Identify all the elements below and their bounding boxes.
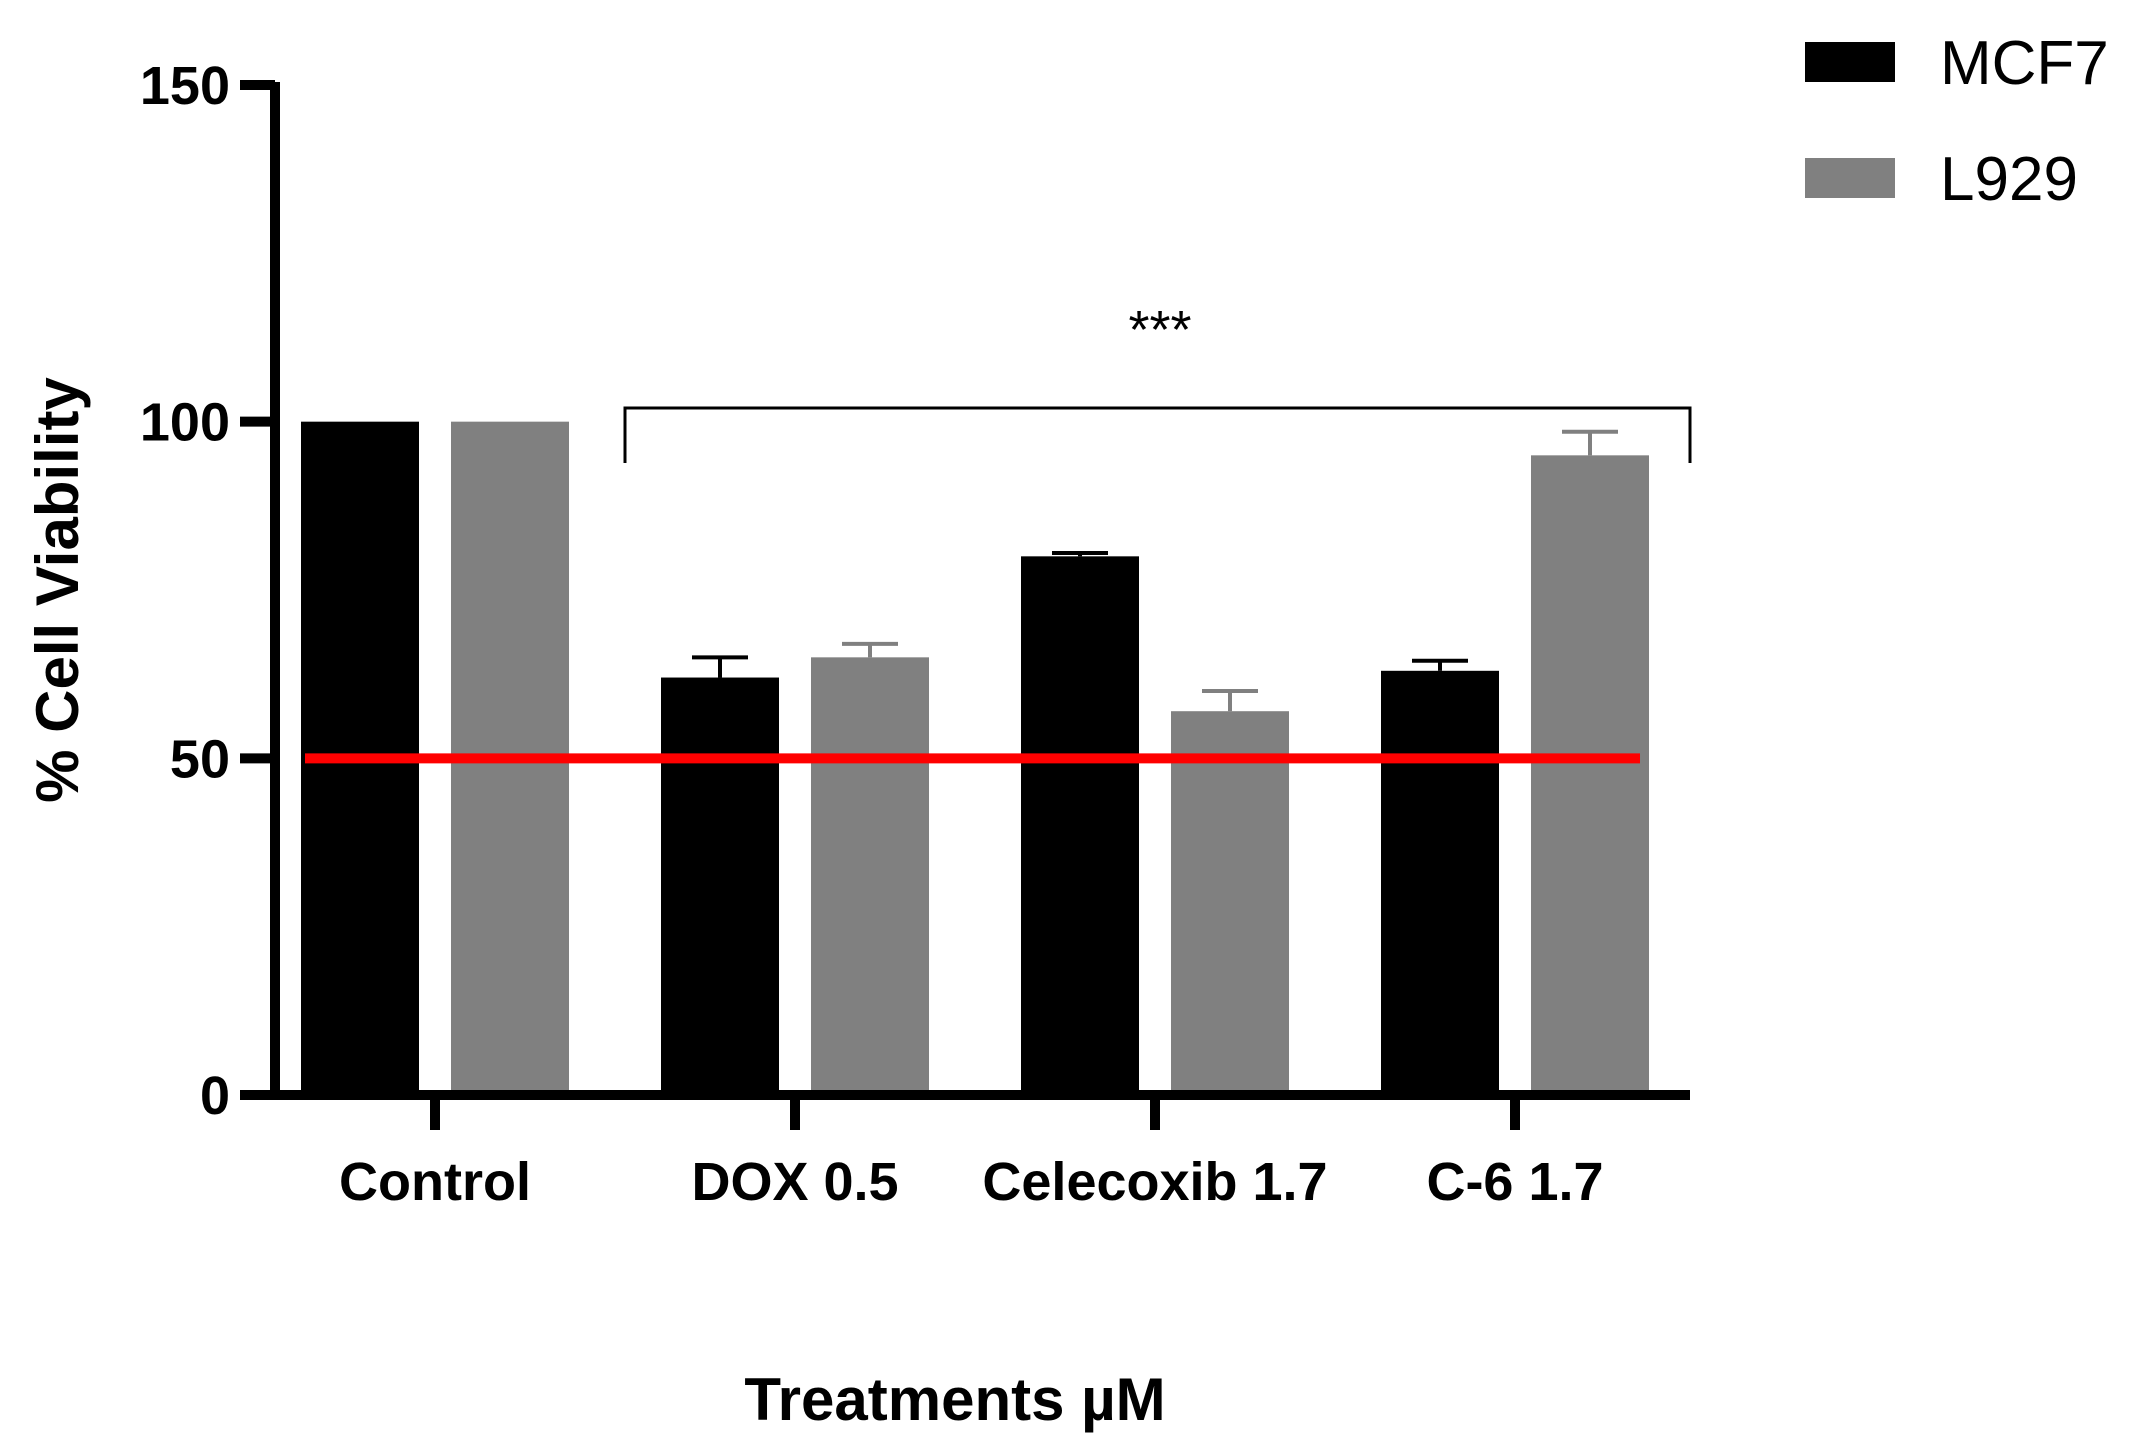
legend-swatch-mcf7 bbox=[1805, 42, 1895, 82]
y-tick-label-3: 150 bbox=[140, 56, 230, 116]
x-tick-label-1: DOX 0.5 bbox=[691, 1152, 898, 1212]
error-bars-layer bbox=[692, 429, 1618, 712]
bar-mcf7-2 bbox=[1021, 556, 1139, 1095]
significance-annotation: *** bbox=[1128, 300, 1191, 360]
legend-label-l929: L929 bbox=[1940, 145, 2078, 214]
x-tick-labels: Control DOX 0.5 Celecoxib 1.7 C-6 1.7 bbox=[339, 1152, 1604, 1212]
x-tick-label-0: Control bbox=[339, 1152, 531, 1212]
bracket-line bbox=[623, 406, 1692, 463]
bar-l929-1 bbox=[811, 657, 929, 1095]
y-axis-label: % Cell Viability bbox=[24, 377, 91, 803]
legend: MCF7 L929 bbox=[1805, 29, 2109, 214]
axes-layer bbox=[240, 80, 1690, 1130]
legend-label-mcf7: MCF7 bbox=[1940, 29, 2109, 98]
x-tick-label-2: Celecoxib 1.7 bbox=[982, 1152, 1327, 1212]
legend-swatch-l929 bbox=[1805, 158, 1895, 198]
y-tick-labels: 0 50 100 150 bbox=[140, 56, 230, 1126]
y-tick-label-1: 50 bbox=[170, 729, 230, 789]
bar-mcf7-1 bbox=[661, 677, 779, 1095]
significance-bracket bbox=[623, 406, 1692, 463]
x-axis-label: Treatments µM bbox=[744, 1366, 1165, 1433]
bar-mcf7-3 bbox=[1381, 670, 1499, 1095]
x-tick-label-3: C-6 1.7 bbox=[1426, 1152, 1603, 1212]
y-tick-label-0: 0 bbox=[200, 1066, 230, 1126]
bar-l929-3 bbox=[1531, 455, 1649, 1095]
y-tick-label-2: 100 bbox=[140, 393, 230, 453]
bar-l929-2 bbox=[1171, 711, 1289, 1095]
